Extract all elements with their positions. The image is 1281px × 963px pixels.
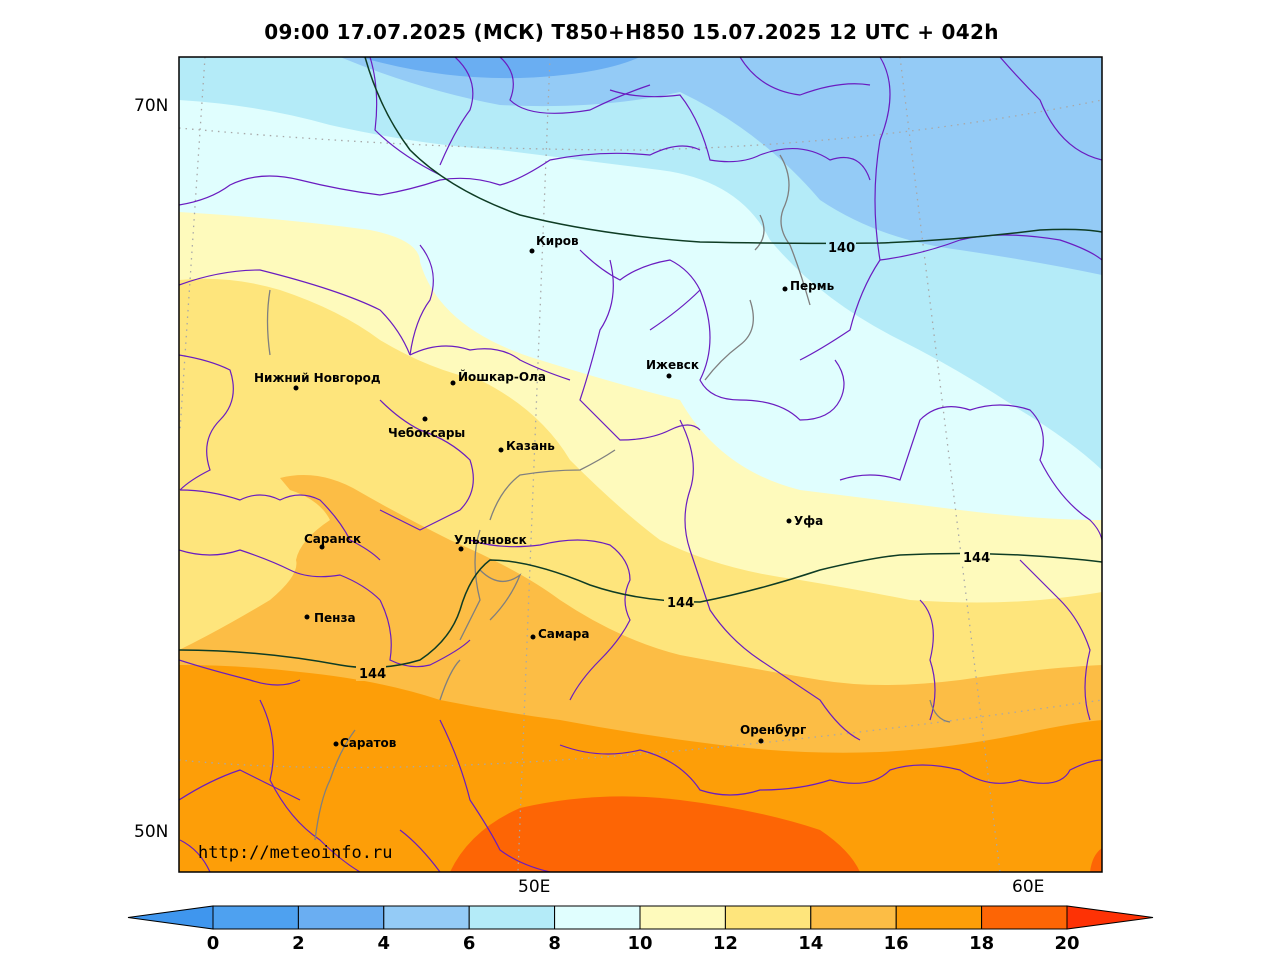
band-18-20 <box>450 796 860 872</box>
city-marker <box>304 614 310 620</box>
city-marker <box>498 447 504 453</box>
city-marker <box>319 544 325 550</box>
city-label: Самара <box>538 627 590 641</box>
city-label: Казань <box>506 439 555 453</box>
band-2-4 <box>360 57 640 79</box>
city-marker <box>293 385 299 391</box>
colorbar-group: 0 2 4 6 8 10 12 14 16 18 20 <box>127 905 1154 954</box>
city-label: Йошкар-Ола <box>458 369 546 384</box>
colorbar-segment <box>468 905 556 930</box>
graticule <box>179 57 1102 872</box>
contour-label-140: 140 <box>828 241 855 256</box>
colorbar-segment <box>724 905 812 930</box>
city-label: Оренбург <box>740 723 806 737</box>
city-marker <box>530 634 536 640</box>
colorbar-segment <box>297 905 385 930</box>
city-label: Ижевск <box>646 358 699 372</box>
colorbar-segment <box>554 905 641 930</box>
rivers <box>266 154 951 841</box>
lon-label-50e: 50E <box>518 877 551 897</box>
city-label: Чебоксары <box>388 426 465 440</box>
city-label: Нижний Новгород <box>254 371 381 385</box>
city-marker <box>666 373 672 379</box>
colorbar-over-arrow <box>1066 905 1154 930</box>
contour-label-144: 144 <box>963 551 990 566</box>
cities: Киров Пермь Нижний Новгород Йошкар-Ола И… <box>254 234 835 750</box>
city-label: Пермь <box>790 279 835 293</box>
region-borders <box>179 57 1102 872</box>
colorbar-segment <box>639 905 726 930</box>
band-16-18 <box>179 665 1102 872</box>
city-label: Ульяновск <box>454 533 527 547</box>
colorbar-tick-label: 12 <box>713 933 738 954</box>
city-marker <box>458 546 464 552</box>
map-field: 140 144 144 144 Киров Пермь Нижний Новго… <box>179 57 1102 872</box>
city-marker <box>529 248 535 254</box>
colorbar-segment <box>810 905 897 930</box>
colorbar-tick-label: 0 <box>207 933 220 954</box>
city-marker <box>333 741 339 747</box>
colorbar-tick-label: 8 <box>548 933 561 954</box>
chart-title: 09:00 17.07.2025 (МСК) T850+H850 15.07.2… <box>264 20 999 44</box>
colorbar-segment <box>895 905 983 930</box>
contour-140 <box>364 57 1102 245</box>
contour-label-144: 144 <box>359 667 386 682</box>
colorbar-tick-label: 14 <box>798 933 823 954</box>
city-label: Киров <box>536 234 579 248</box>
city-label: Уфа <box>794 514 823 528</box>
colorbar-under-arrow <box>127 905 214 930</box>
colorbar-tick-label: 10 <box>627 933 652 954</box>
colorbar-tick-label: 4 <box>378 933 391 954</box>
map-frame <box>178 56 1103 873</box>
colorbar-tick-label: 6 <box>463 933 476 954</box>
colorbar-tick-label: 20 <box>1054 933 1079 954</box>
lat-label-70n: 70N <box>134 96 169 116</box>
city-marker <box>758 738 764 744</box>
colorbar-segment <box>212 905 299 930</box>
city-label: Саранск <box>304 532 361 546</box>
lat-label-50n: 50N <box>134 822 169 842</box>
contour-labels: 140 144 144 144 <box>356 239 990 682</box>
colorbar-tick-label: 18 <box>969 933 994 954</box>
city-marker <box>782 286 788 292</box>
colorbar-segment <box>383 905 470 930</box>
colorbar-tick-label: 16 <box>884 933 909 954</box>
city-marker <box>786 518 792 524</box>
colorbar-segment <box>981 905 1068 930</box>
watermark-url: http://meteoinfo.ru <box>198 843 393 863</box>
city-marker <box>422 416 428 422</box>
city-label: Пенза <box>314 611 356 625</box>
city-label: Саратов <box>340 736 397 750</box>
colorbar-tick-label: 2 <box>292 933 305 954</box>
city-marker <box>450 380 456 386</box>
lon-label-60e: 60E <box>1012 877 1045 897</box>
band-18-20-right <box>1090 848 1102 872</box>
contour-label-144: 144 <box>667 596 694 611</box>
